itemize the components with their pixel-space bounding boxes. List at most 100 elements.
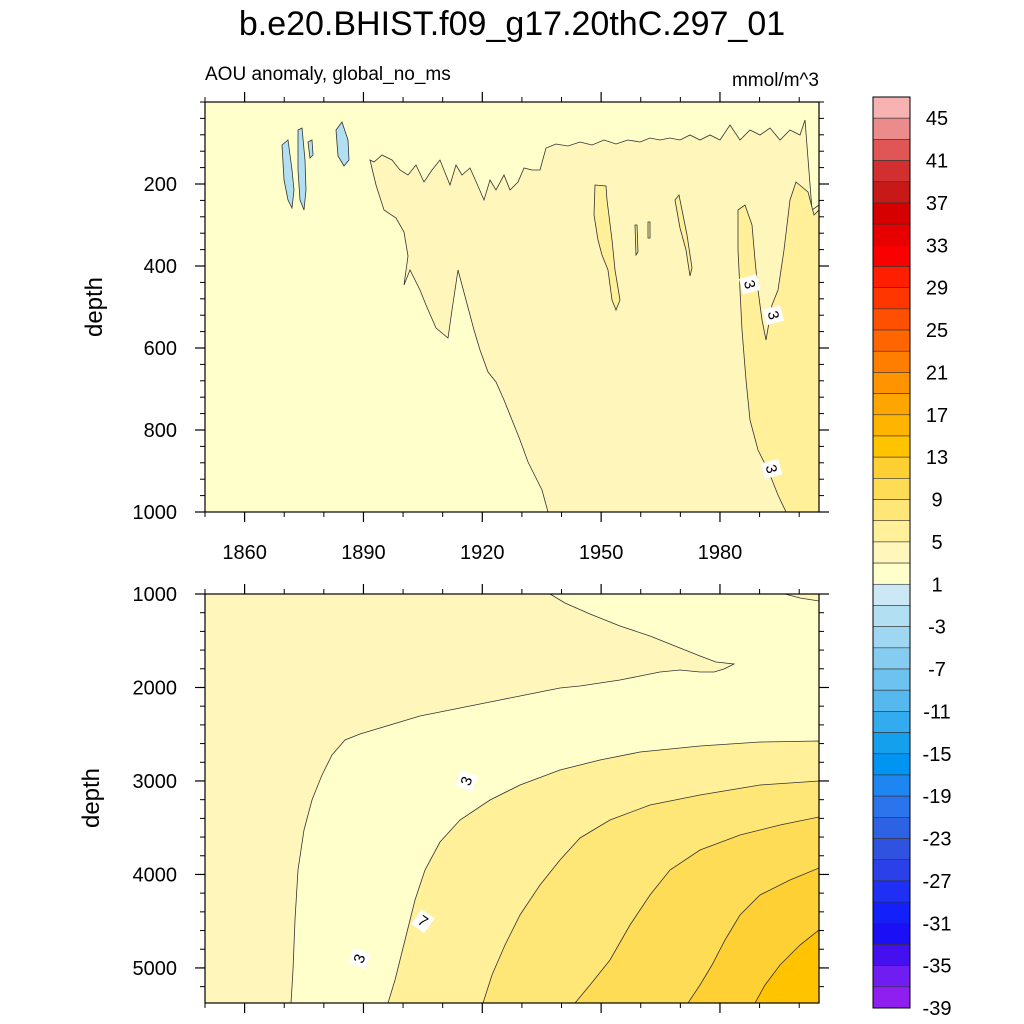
colorbar-swatch: [872, 965, 911, 988]
colorbar-swatch: [872, 181, 911, 204]
colorbar-swatch: [872, 520, 911, 543]
colorbar-label: 5: [931, 532, 942, 554]
x-tick-label: 1860: [222, 542, 267, 564]
colorbar-swatch: [872, 689, 911, 712]
chart-title: b.e20.BHIST.f09_g17.20thC.297_01: [239, 5, 785, 43]
colorbar-swatch: [872, 372, 911, 394]
colorbar-label: -23: [923, 829, 952, 851]
colorbar-swatch: [872, 901, 911, 924]
units-label: mmol/m^3: [732, 70, 819, 91]
colorbar-swatch: [872, 605, 911, 627]
colorbar-label: 33: [926, 235, 948, 257]
contour-label: 3: [760, 458, 783, 480]
colorbar-label: 45: [926, 108, 948, 130]
colorbar-label: 1: [931, 574, 942, 596]
lower-axis-ticks: 1000 2000 3000 4000 5000: [133, 584, 829, 1013]
colorbar-swatch: [872, 223, 911, 246]
colorbar-label: -11: [923, 701, 950, 723]
colorbar-swatch: [872, 478, 911, 500]
y-tick-label: 3000: [133, 771, 178, 793]
lower-region-3: [205, 594, 736, 1003]
colorbar-swatch: [872, 986, 911, 1009]
colorbar-swatch: [872, 456, 911, 479]
lower-panel: 3 7 3 1000 2000 3000 4000 5000 1860 1890 1920 195…: [78, 542, 829, 1013]
upper-y-axis-label: depth: [81, 277, 108, 337]
contour-label: 3: [348, 947, 371, 970]
upper-contour-fill: [205, 102, 819, 512]
colorbar-frame: [872, 96, 911, 1009]
colorbar-swatch: [872, 583, 911, 606]
contour-label: 3: [455, 770, 478, 792]
lower-contour-labels: 3 7 3: [348, 770, 478, 970]
colorbar-swatch: [872, 499, 911, 522]
lower-contour-fill: [205, 594, 819, 1003]
colorbar-label: -35: [923, 956, 952, 978]
y-tick-label: 4000: [133, 864, 178, 886]
colorbar-swatch: [872, 160, 911, 183]
colorbar-label: 21: [926, 362, 948, 384]
x-tick-label: 1890: [341, 542, 386, 564]
colorbar-swatch: [872, 139, 911, 161]
upper-contour-labels: 333: [738, 274, 785, 480]
colorbar-label: -7: [928, 659, 946, 681]
y-tick-label: 800: [144, 420, 177, 442]
colorbar-label: 25: [926, 320, 948, 342]
upper-region-5-d: [634, 224, 639, 257]
colorbar-swatch: [872, 308, 911, 331]
upper-region-5-b: [737, 181, 819, 512]
colorbar-swatch: [872, 795, 911, 818]
colorbar-swatch: [872, 245, 911, 267]
colorbar-swatch: [872, 880, 911, 903]
upper-region-5-c: [674, 194, 693, 277]
upper-region-5-e: [647, 221, 651, 239]
colorbar-swatch: [872, 922, 911, 945]
y-tick-label: 400: [144, 256, 177, 278]
colorbar-swatch: [872, 393, 911, 416]
upper-region-neg3-a: [281, 139, 295, 210]
upper-region-neg3-d: [335, 121, 350, 167]
lower-frame: [204, 593, 820, 1004]
lower-region-3-corner: [784, 594, 819, 602]
colorbar-swatch: [872, 117, 911, 140]
x-tick-label: 1950: [579, 542, 624, 564]
colorbar-label: 9: [931, 490, 942, 512]
y-tick-label: 600: [144, 338, 177, 360]
contour-label: 3: [738, 274, 761, 295]
colorbar-swatch: [872, 859, 911, 882]
colorbar-label: 37: [926, 193, 948, 215]
y-tick-label: 5000: [133, 958, 178, 980]
colorbar-label: 29: [926, 278, 948, 300]
colorbar-swatch: [872, 266, 911, 288]
colorbar-label: -3: [928, 617, 946, 639]
colorbar-label: -27: [923, 871, 952, 893]
y-tick-label: 1000: [133, 584, 178, 606]
y-tick-label: 1000: [133, 502, 178, 524]
colorbar-swatch: [872, 414, 911, 437]
colorbar-swatch: [872, 732, 911, 755]
colorbar-swatch: [872, 435, 911, 458]
colorbar-swatch: [872, 287, 911, 310]
colorbar-swatch: [872, 668, 911, 691]
colorbar-swatch: [872, 96, 911, 119]
colorbar-swatch: [872, 774, 911, 797]
upper-frame: [204, 101, 820, 513]
lower-region-13: [754, 929, 819, 1003]
variable-label: AOU anomaly, global_no_ms: [205, 64, 451, 85]
colorbar-swatch: [872, 626, 911, 649]
x-tick-label: 1980: [698, 542, 743, 564]
upper-axis-ticks: 200 400 600 800 1000: [133, 92, 829, 524]
x-axis: 1860 1890 1920 1950 1980: [222, 542, 742, 564]
colorbar: 45 41 37 33 29 25 21 17 13 9 5 1 -3 -7 -11 -15 -19 -23 -27…: [872, 96, 952, 1020]
contour-label: 7: [411, 909, 435, 934]
colorbar-swatch: [872, 753, 911, 776]
colorbar-swatch: [872, 202, 911, 225]
colorbar-label: -15: [923, 744, 952, 766]
colorbar-swatch: [872, 944, 911, 966]
colorbar-label: -39: [923, 998, 952, 1020]
y-tick-label: 2000: [133, 677, 178, 699]
upper-region-neg3-c: [307, 139, 314, 159]
colorbar-swatch: [872, 838, 911, 860]
colorbar-swatch: [872, 350, 911, 373]
